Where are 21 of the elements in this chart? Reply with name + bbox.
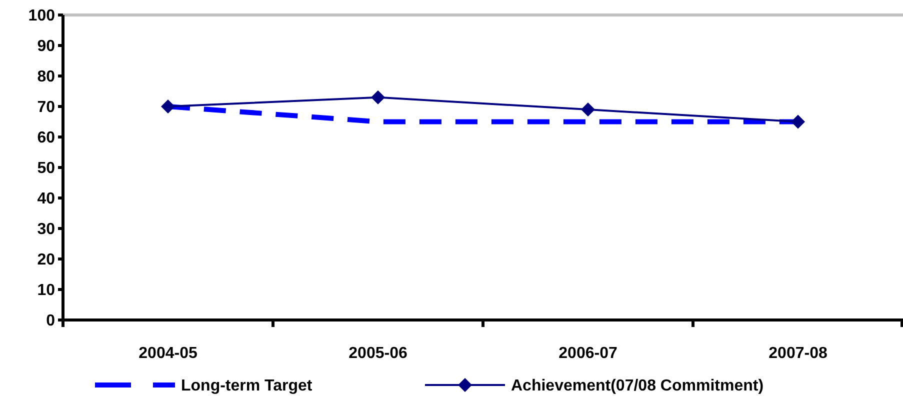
legend-label: Long-term Target (181, 378, 313, 395)
y-tick-label: 90 (37, 38, 56, 56)
y-tick-label: 10 (37, 282, 56, 300)
y-tick-label: 30 (37, 221, 56, 238)
x-tick-label: 2004-05 (138, 345, 198, 362)
point (581, 102, 595, 117)
x-tick-label: 2007-08 (768, 345, 828, 362)
point (161, 100, 175, 114)
legend-label: Achievement(07/08 Commitment) (511, 378, 764, 395)
y-tick-label: 0 (46, 312, 56, 330)
point (791, 114, 805, 129)
y-tick-label: 70 (37, 99, 56, 116)
y-tick-label: 40 (37, 190, 56, 208)
y-tick-label: 80 (37, 68, 56, 86)
y-tick-label: 20 (37, 252, 56, 269)
x-tick-label: 2005-06 (348, 345, 408, 362)
y-tick-label: 60 (37, 130, 56, 147)
x-tick-label: 2006-07 (558, 345, 618, 362)
point (371, 90, 385, 104)
y-tick-label: 100 (28, 8, 56, 25)
y-tick-label: 50 (37, 160, 56, 178)
